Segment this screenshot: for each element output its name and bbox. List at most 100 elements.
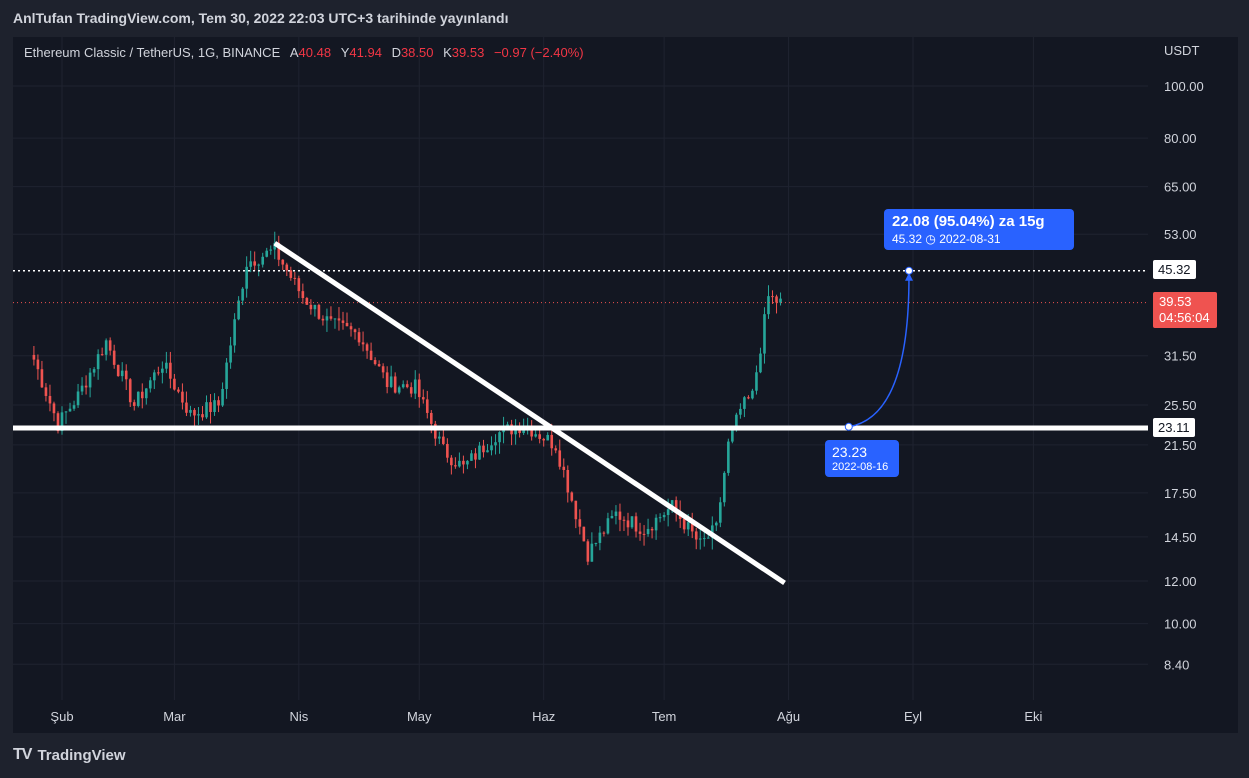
candle-body [76,391,80,406]
candle-body [132,402,136,406]
candle-body [245,266,248,289]
candle-body [165,362,168,369]
candle-body [397,387,401,393]
last-price-value: 39.53 [1159,294,1192,309]
candle-body [534,434,537,437]
candle-body [482,445,485,453]
candle-body [385,372,389,388]
candle-body [574,500,578,520]
candle-body [120,370,124,377]
candle-body [64,411,68,413]
candle-body [486,450,489,453]
candle-body [377,364,381,367]
candle-body [562,466,566,471]
candle-body [723,472,726,503]
candle-body [80,385,84,392]
candle-body [614,511,618,516]
candle-body [301,291,305,299]
candle-body [694,531,698,540]
candle-body [84,385,88,388]
candle-body [40,369,44,388]
candle-body [494,442,497,446]
brand-name: TradingView [37,746,126,764]
candle-body [124,370,128,380]
candle-body [289,270,293,278]
price-tick-label: 17.50 [1164,486,1197,501]
support-level-tag: 23.11 [1153,418,1195,437]
candle-body [674,500,678,512]
candle-body [193,409,196,416]
candle-body [189,409,192,413]
candle-body [630,516,634,528]
tradingview-logo-icon: TV [13,746,32,763]
price-tick-label: 8.40 [1164,657,1189,672]
currency-label: USDT [1164,43,1200,58]
candle-body [638,531,642,534]
candle-body [281,259,285,265]
projection-arrow [848,276,910,428]
grid [13,37,1148,700]
candle-body [710,525,714,538]
candle-body [257,264,260,266]
target-level-tag: 45.32 [1153,260,1196,279]
projection-callout[interactable]: 22.08 (95.04%) za 15g 45.32 ◷ 2022-08-31 [884,209,1074,250]
candle-body [365,344,369,351]
candle-body [405,384,409,388]
candle-body [181,391,184,403]
candle-body [478,445,481,460]
candle-body [108,340,112,351]
candle-body [149,380,152,389]
candle-body [88,372,92,388]
candle-body [446,443,449,458]
candle-body [169,362,172,379]
candle-body [558,450,562,467]
candle-body [682,518,686,530]
low-value: 38.50 [400,45,434,60]
candle-body [285,264,289,271]
candle-body [197,414,200,416]
high-value: 41.94 [349,45,382,60]
candle-body [743,397,746,409]
candle-body [586,541,590,562]
candle-body [128,379,132,403]
brand-footer[interactable]: TV TradingView [13,746,126,764]
candle-body [116,364,120,377]
projection-start-callout[interactable]: 23.23 2022-08-16 [825,440,899,477]
candle-body [462,460,465,465]
candle-body [706,537,710,539]
candle-body [293,277,297,279]
candle-body [618,511,622,520]
candle-body [514,427,517,435]
candle-body [144,388,148,399]
time-tick-label: Nis [289,709,308,724]
candle-body [735,414,738,429]
candle-body [755,372,758,391]
candle-body [662,515,666,518]
price-tick-label: 14.50 [1164,530,1197,545]
candle-body [153,372,156,381]
candle-body [429,412,433,424]
candle-body [177,389,180,392]
candle-body [413,379,417,394]
close-label: K [443,45,452,60]
candle-body [341,320,345,323]
candle-body [666,509,670,516]
candle-body [317,304,321,319]
projection-change: 22.08 (95.04%) za 15g [892,213,1045,230]
candle-body [498,432,501,443]
candle-body [249,261,252,267]
candle-body [305,298,309,305]
candle-body [209,402,212,413]
time-tick-label: Mar [163,709,186,724]
candle-body [237,300,240,320]
price-tick-label: 12.00 [1164,574,1197,589]
time-tick-label: Haz [532,709,555,724]
candle-body [44,387,48,396]
candle-body [454,465,457,467]
candle-body [719,502,722,523]
price-tick-label: 10.00 [1164,617,1197,632]
candle-body [213,400,216,413]
candle-body [550,434,554,449]
high-label: Y [340,45,350,60]
